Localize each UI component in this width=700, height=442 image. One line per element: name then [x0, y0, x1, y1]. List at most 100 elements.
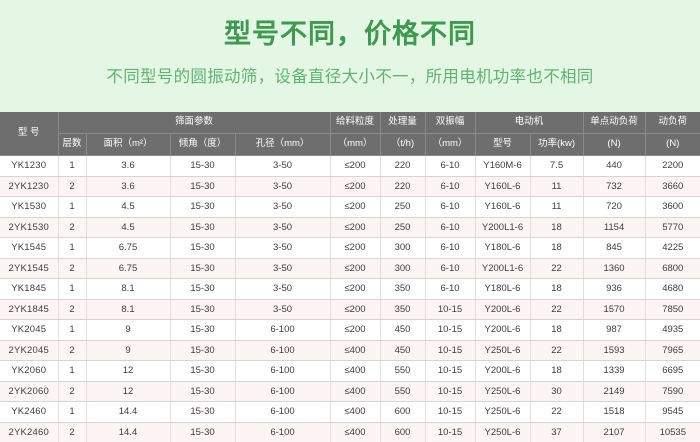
cell-amplitude: 6-10 [425, 279, 475, 300]
cell-single-load: 1360 [583, 258, 645, 279]
col-angle: 倾角（度） [170, 134, 235, 156]
cell-layers: 2 [58, 340, 86, 361]
cell-aperture: 6-100 [235, 381, 330, 402]
col-motor-power: 功率(kw) [530, 134, 583, 156]
cell-single-load: 440 [583, 156, 645, 177]
cell-single-load: 2149 [583, 381, 645, 402]
col-group-dynamic-load: 动负荷 [645, 112, 700, 134]
cell-capacity: 250 [380, 197, 425, 218]
cell-aperture: 3-50 [235, 176, 330, 197]
cell-motor-model: Y250L-6 [475, 422, 530, 442]
col-dynamic-load-unit: (N) [645, 134, 700, 156]
cell-motor-power: 37 [530, 422, 583, 442]
cell-motor-model: Y200L1-6 [475, 217, 530, 238]
cell-motor-power: 22 [530, 340, 583, 361]
cell-amplitude: 10-15 [425, 361, 475, 382]
cell-area: 3.6 [86, 156, 170, 177]
specification-table: 型 号 筛面参数 给料粒度 处理量 双振幅 电动机 单点动负荷 动负荷 层数 面… [0, 112, 700, 442]
cell-layers: 2 [58, 381, 86, 402]
cell-feed-size: ≤400 [330, 381, 380, 402]
cell-motor-model: Y250L-6 [475, 402, 530, 423]
cell-angle: 15-30 [170, 299, 235, 320]
cell-amplitude: 10-15 [425, 299, 475, 320]
cell-single-load: 1518 [583, 402, 645, 423]
cell-feed-size: ≤200 [330, 176, 380, 197]
cell-single-load: 2107 [583, 422, 645, 442]
cell-dynamic-load: 9545 [645, 402, 700, 423]
cell-capacity: 550 [380, 361, 425, 382]
cell-model: 2YK1545 [0, 258, 58, 279]
cell-motor-model: Y180L-6 [475, 279, 530, 300]
promo-spec-page: 型号不同，价格不同 不同型号的圆振动筛，设备直径大小不一，所用电机功率也不相同 … [0, 0, 700, 427]
cell-capacity: 220 [380, 156, 425, 177]
cell-dynamic-load: 4680 [645, 279, 700, 300]
cell-capacity: 250 [380, 217, 425, 238]
col-capacity-unit: （t/h) [380, 134, 425, 156]
cell-angle: 15-30 [170, 320, 235, 341]
col-single-load-unit: (N) [583, 134, 645, 156]
cell-angle: 15-30 [170, 381, 235, 402]
cell-motor-power: 18 [530, 279, 583, 300]
cell-layers: 1 [58, 156, 86, 177]
cell-feed-size: ≤200 [330, 279, 380, 300]
cell-capacity: 550 [380, 381, 425, 402]
cell-motor-model: Y200L-6 [475, 361, 530, 382]
page-title: 型号不同，价格不同 [0, 0, 700, 50]
cell-motor-model: Y160L-6 [475, 197, 530, 218]
table-header-group-row: 型 号 筛面参数 给料粒度 处理量 双振幅 电动机 单点动负荷 动负荷 [0, 112, 700, 134]
cell-motor-power: 7.5 [530, 156, 583, 177]
cell-motor-power: 22 [530, 402, 583, 423]
cell-area: 6.75 [86, 258, 170, 279]
cell-capacity: 450 [380, 340, 425, 361]
cell-motor-model: Y180L-6 [475, 238, 530, 259]
cell-aperture: 3-50 [235, 258, 330, 279]
cell-model: YK2060 [0, 361, 58, 382]
cell-angle: 15-30 [170, 238, 235, 259]
cell-amplitude: 10-15 [425, 402, 475, 423]
cell-dynamic-load: 7965 [645, 340, 700, 361]
cell-model: 2YK1230 [0, 176, 58, 197]
cell-single-load: 732 [583, 176, 645, 197]
cell-dynamic-load: 3600 [645, 197, 700, 218]
cell-amplitude: 6-10 [425, 217, 475, 238]
cell-aperture: 3-50 [235, 238, 330, 259]
cell-feed-size: ≤400 [330, 340, 380, 361]
cell-aperture: 3-50 [235, 197, 330, 218]
col-group-double-amplitude: 双振幅 [425, 112, 475, 134]
cell-single-load: 845 [583, 238, 645, 259]
cell-area: 12 [86, 381, 170, 402]
cell-motor-power: 30 [530, 381, 583, 402]
cell-amplitude: 6-10 [425, 258, 475, 279]
cell-single-load: 1339 [583, 361, 645, 382]
cell-model: YK1230 [0, 156, 58, 177]
cell-motor-power: 18 [530, 320, 583, 341]
cell-model: YK1845 [0, 279, 58, 300]
cell-capacity: 600 [380, 402, 425, 423]
cell-motor-power: 18 [530, 361, 583, 382]
cell-motor-power: 18 [530, 238, 583, 259]
cell-capacity: 350 [380, 279, 425, 300]
cell-motor-power: 11 [530, 197, 583, 218]
cell-motor-model: Y200L-6 [475, 299, 530, 320]
cell-layers: 1 [58, 320, 86, 341]
col-aperture: 孔径（mm） [235, 134, 330, 156]
cell-capacity: 600 [380, 422, 425, 442]
cell-feed-size: ≤200 [330, 258, 380, 279]
cell-model: YK1545 [0, 238, 58, 259]
table-head: 型 号 筛面参数 给料粒度 处理量 双振幅 电动机 单点动负荷 动负荷 层数 面… [0, 112, 700, 156]
cell-single-load: 1593 [583, 340, 645, 361]
cell-angle: 15-30 [170, 197, 235, 218]
col-group-model: 型 号 [0, 112, 58, 156]
cell-area: 6.75 [86, 238, 170, 259]
cell-angle: 15-30 [170, 422, 235, 442]
cell-feed-size: ≤200 [330, 156, 380, 177]
cell-layers: 2 [58, 299, 86, 320]
cell-feed-size: ≤400 [330, 422, 380, 442]
